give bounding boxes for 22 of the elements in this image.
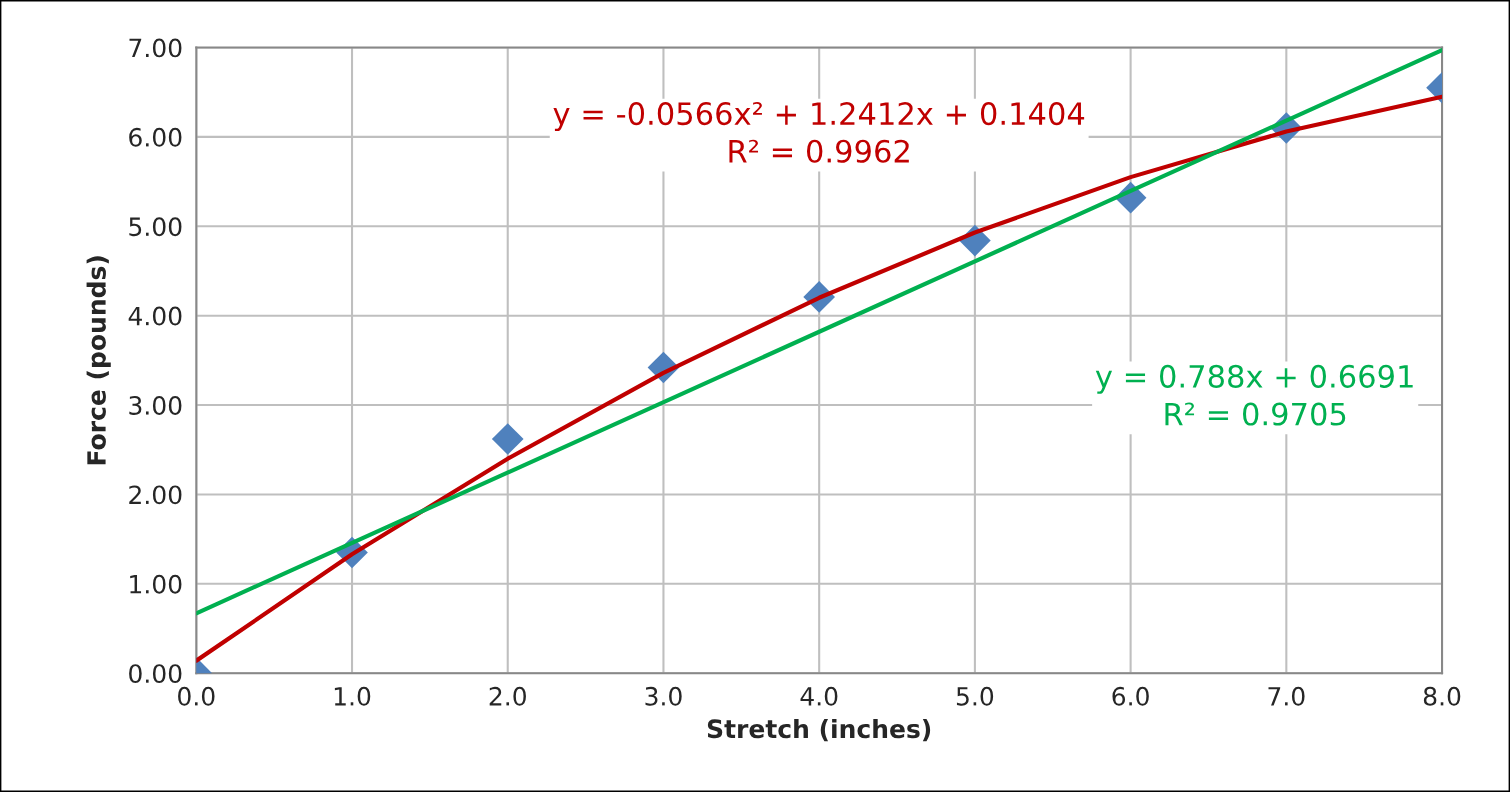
- x-tick-label: 2.0: [489, 686, 526, 706]
- y-tick-label: 6.00: [129, 127, 182, 147]
- y-tick-label: 2.00: [129, 485, 182, 505]
- x-tick-label: 3.0: [645, 686, 682, 706]
- x-tick-label: 4.0: [800, 686, 838, 706]
- series-label: y = -0.0566x² + 1.2412x + 0.1404 R² = 0.9962: [553, 102, 1085, 163]
- y-tick-label: 1.00: [130, 574, 182, 594]
- y-tick-label: 3.00: [129, 395, 182, 415]
- x-tick-label: 1.0: [334, 686, 371, 706]
- x-tick-label: 6.0: [1112, 686, 1149, 706]
- x-tick-label: 0.0: [178, 686, 215, 706]
- y-tick-label: 4.00: [128, 306, 182, 326]
- text: y = 0.788x + 0.6691 R² = 0.9705: [1095, 364, 1413, 426]
- y-tick-label: 5.00: [129, 217, 182, 237]
- x-tick-label: 5.0: [956, 686, 994, 706]
- y-axis-title: Force (pounds): [86, 256, 111, 465]
- x-tick-label: 7.0: [1268, 686, 1305, 706]
- x-axis-title: Stretch (inches): [707, 718, 931, 742]
- x-tick-label: 8.0: [1423, 686, 1461, 706]
- point: [491, 423, 524, 455]
- y-tick-label: 7.00: [129, 38, 182, 58]
- y-tick-label: 0.00: [129, 664, 182, 684]
